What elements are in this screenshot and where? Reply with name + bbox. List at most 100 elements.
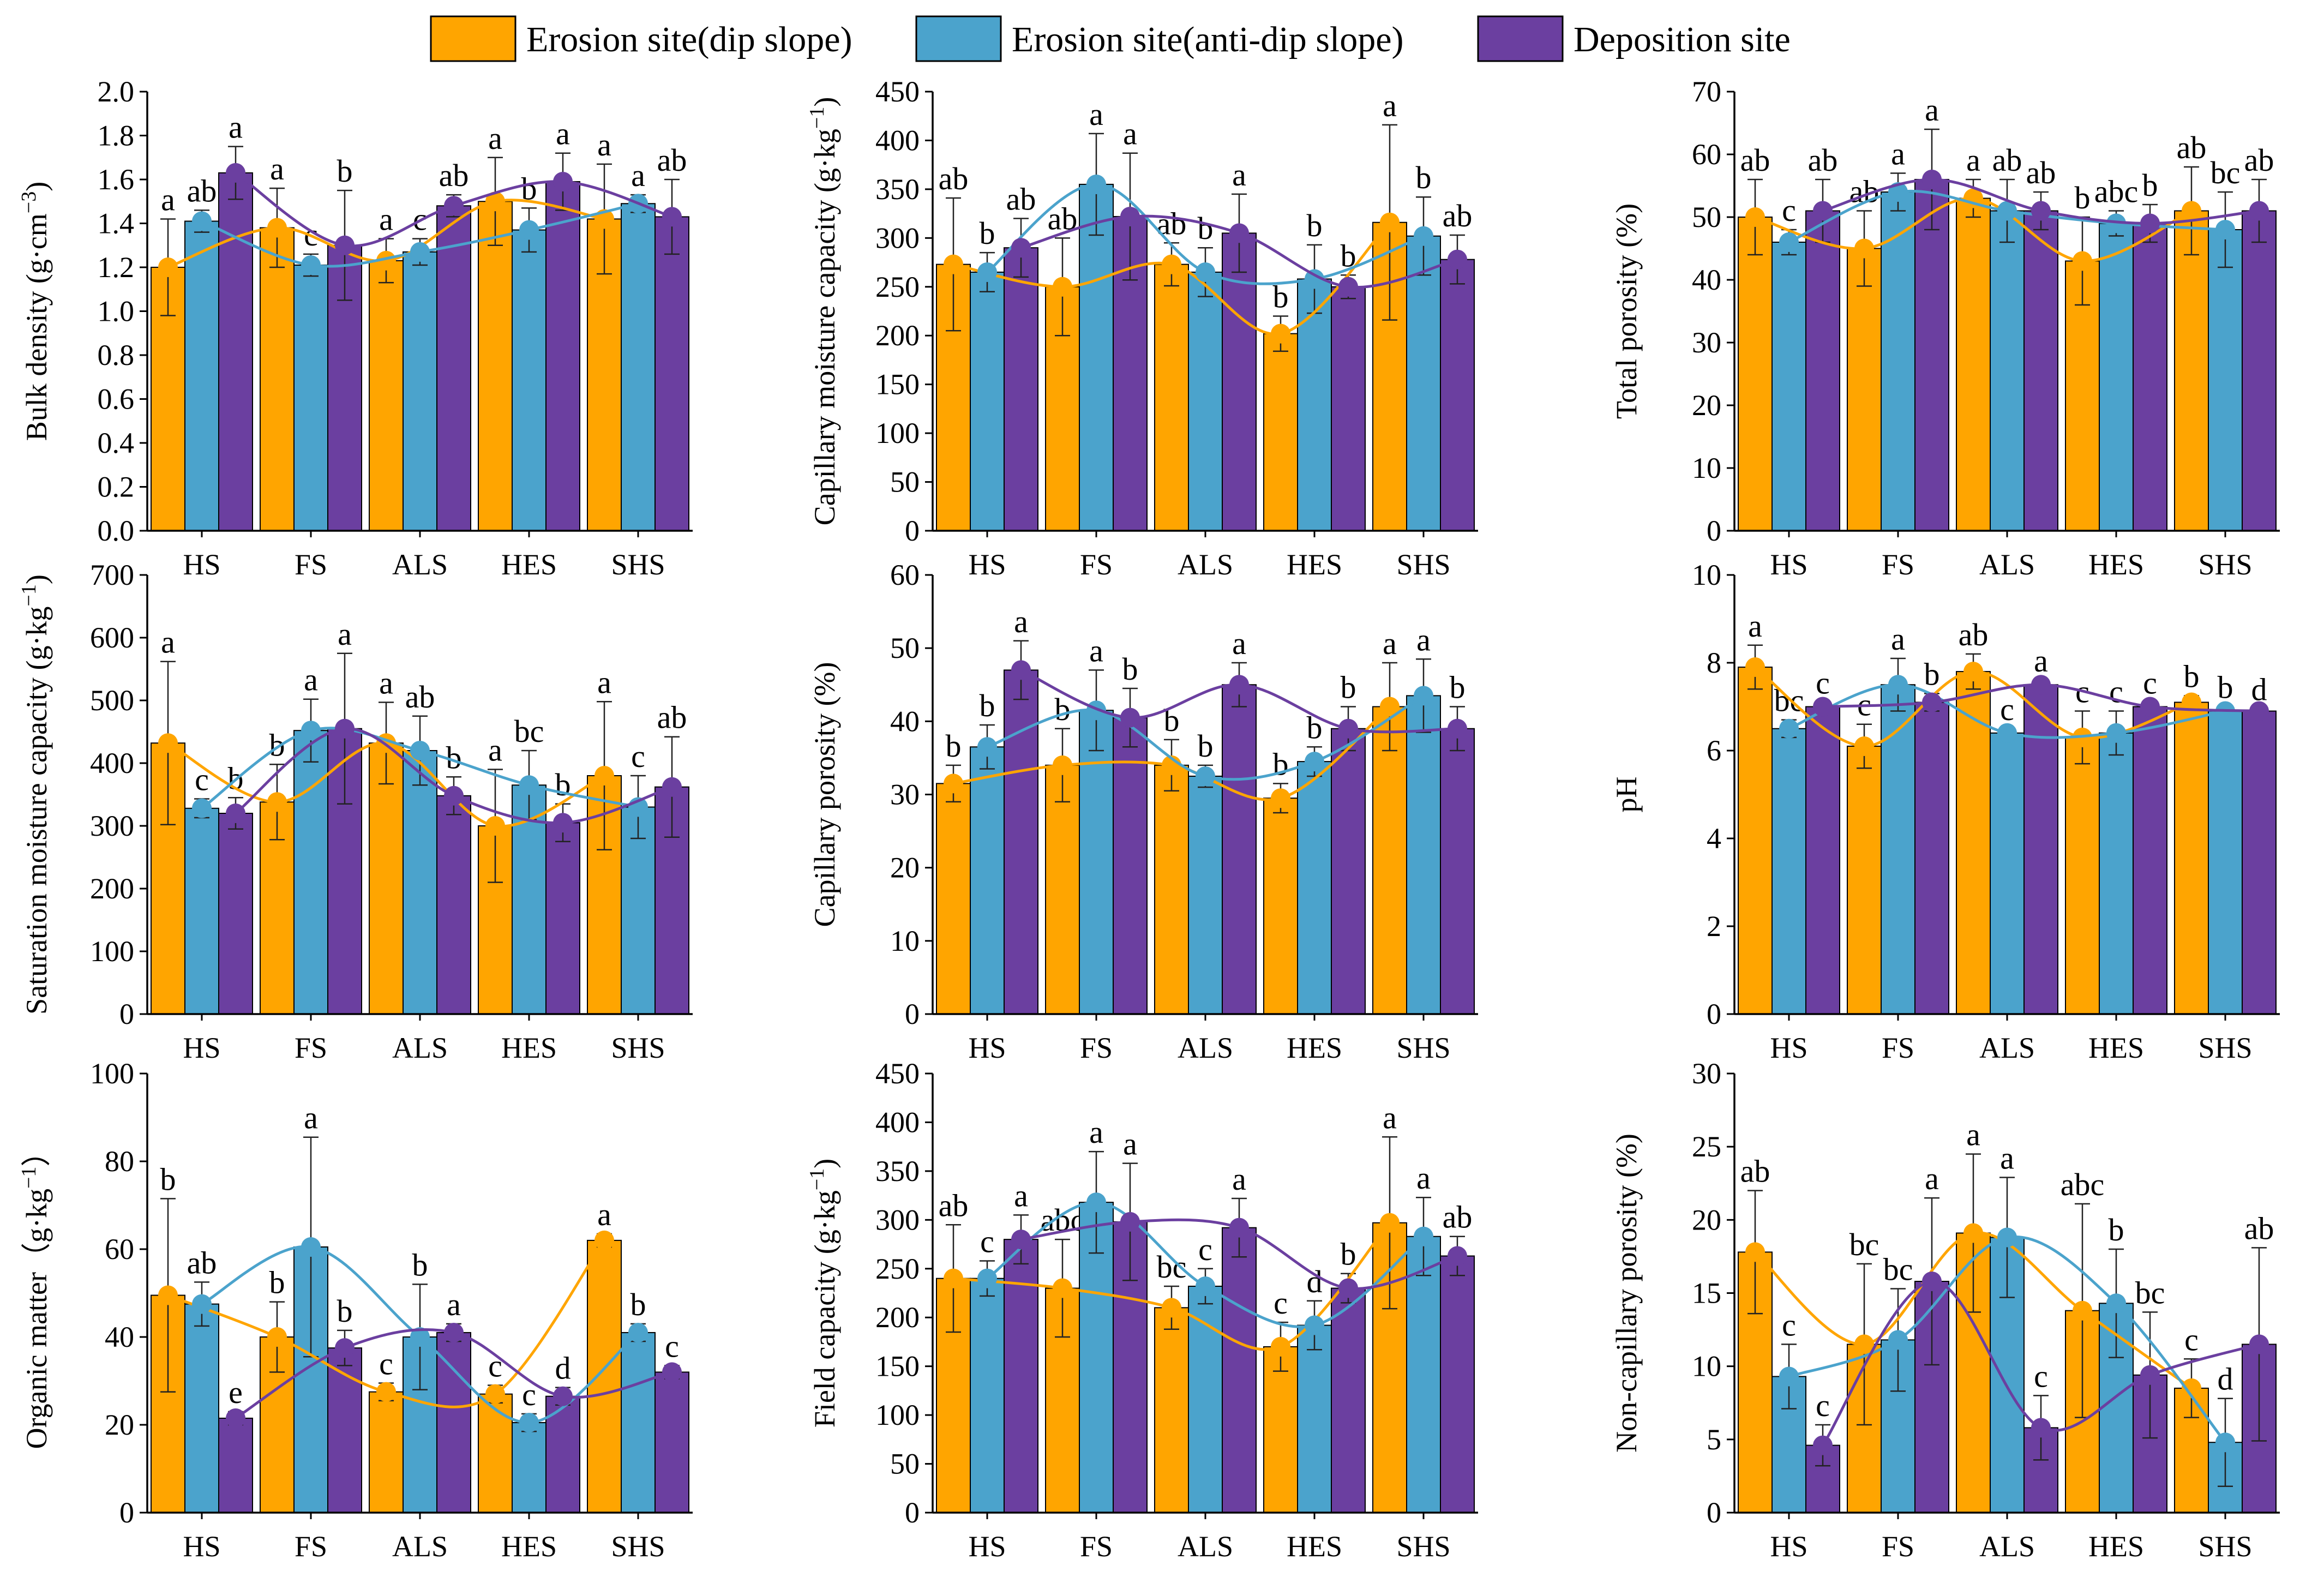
bar <box>2208 229 2243 531</box>
data-point <box>1997 201 2017 221</box>
y-tick-label: 250 <box>875 271 920 303</box>
significance-letter: a <box>2000 1141 2014 1176</box>
significance-letter: c <box>2000 692 2014 727</box>
x-tick-label: SHS <box>2198 1032 2252 1064</box>
data-point <box>1196 262 1215 282</box>
bar <box>654 216 689 531</box>
x-tick-label: ALS <box>392 548 448 581</box>
data-point <box>1745 1242 1765 1262</box>
y-axis-label: pH <box>1610 777 1643 813</box>
y-tick-label: 0 <box>119 998 134 1030</box>
data-point <box>944 254 963 274</box>
x-tick-label: HES <box>501 548 557 581</box>
bar <box>369 742 404 1015</box>
y-tick-label: 350 <box>875 173 920 206</box>
significance-letter: b <box>1273 279 1289 314</box>
significance-letter: abc <box>2061 1167 2105 1202</box>
x-tick-label: HES <box>1287 548 1342 581</box>
significance-letter: d <box>555 1351 571 1386</box>
significance-letter: a <box>379 665 393 700</box>
y-tick-label: 15 <box>1692 1277 1721 1310</box>
data-point <box>1888 675 1908 695</box>
bar <box>1990 732 2025 1015</box>
significance-letter: b <box>1307 208 1323 243</box>
y-tick-label: 20 <box>105 1408 134 1441</box>
bar <box>1263 798 1298 1015</box>
data-point <box>267 218 287 238</box>
y-tick-label: 350 <box>875 1155 920 1188</box>
data-point <box>553 172 573 192</box>
data-point <box>1338 1278 1358 1298</box>
significance-letter: a <box>631 158 645 193</box>
y-tick-label: 100 <box>875 1399 920 1431</box>
significance-letter: b <box>1198 728 1214 764</box>
data-point <box>267 1327 287 1347</box>
significance-letter: a <box>1966 1117 1980 1153</box>
y-tick-label: 4 <box>1707 822 1721 855</box>
significance-letter: ab <box>1959 617 1989 652</box>
significance-letter: a <box>556 116 570 152</box>
data-point <box>662 1362 682 1382</box>
significance-letter: c <box>1198 1232 1212 1267</box>
significance-letter: b <box>160 1161 176 1197</box>
data-point <box>1338 718 1358 739</box>
bar <box>1045 764 1080 1015</box>
bar <box>1956 197 1991 531</box>
y-axis-label-main: pH <box>1610 777 1643 813</box>
data-point <box>226 804 245 823</box>
y-tick-label: 0.4 <box>98 427 135 459</box>
significance-letter: a <box>597 127 611 163</box>
data-point <box>594 1230 614 1250</box>
bar <box>1004 247 1038 531</box>
x-tick-label: FS <box>1080 548 1113 581</box>
y-tick-label: 0.8 <box>98 339 135 371</box>
significance-letter: c <box>2184 1322 2199 1357</box>
significance-letter: a <box>2034 643 2048 679</box>
y-axis-label: Capillary moisture capacity (g·kg−1) <box>806 97 841 526</box>
bar <box>621 1332 656 1513</box>
x-tick-label: SHS <box>1396 548 1450 581</box>
significance-letter: ab <box>1808 142 1838 178</box>
data-point <box>1813 201 1833 221</box>
bar <box>218 1417 253 1514</box>
significance-letter: a <box>1416 1160 1431 1196</box>
data-point <box>1011 660 1031 680</box>
significance-letter: a <box>304 1100 318 1136</box>
y-tick-label: 40 <box>890 705 920 737</box>
y-tick-label: 6 <box>1707 734 1721 767</box>
y-tick-label: 250 <box>875 1252 920 1285</box>
data-point <box>1922 170 1942 189</box>
significance-letter: ab <box>2244 1210 2274 1246</box>
significance-letter: b <box>2075 180 2091 215</box>
y-tick-label: 8 <box>1707 646 1721 679</box>
y-axis-label-sup: −1 <box>17 584 40 606</box>
bar <box>1881 684 1915 1015</box>
x-tick-label: HES <box>2088 1032 2144 1064</box>
y-tick-label: 70 <box>1692 75 1721 108</box>
significance-letter: a <box>1123 1126 1137 1162</box>
data-point <box>1854 736 1874 756</box>
bar <box>1771 728 1806 1015</box>
y-axis-label-main: Capillary moisture capacity (g·kg <box>808 129 841 525</box>
bar <box>1297 1324 1332 1514</box>
bar <box>2208 710 2243 1015</box>
significance-letter: b <box>412 1247 428 1282</box>
bar <box>1440 728 1475 1015</box>
y-tick-label: 40 <box>1692 263 1721 296</box>
significance-letter: ab <box>405 679 435 715</box>
significance-letter: b <box>2218 670 2233 705</box>
bar <box>1188 1285 1223 1513</box>
data-point <box>1120 707 1140 728</box>
data-point <box>444 785 464 806</box>
y-tick-label: 300 <box>875 221 920 254</box>
significance-letter: a <box>304 662 318 698</box>
bar <box>218 172 253 531</box>
bar <box>1956 671 1991 1015</box>
data-point <box>1380 212 1400 232</box>
significance-letter: b <box>2142 167 2158 203</box>
bar <box>1440 1255 1475 1513</box>
y-tick-label: 2.0 <box>98 75 135 108</box>
bar <box>2133 223 2167 531</box>
x-tick-label: HS <box>183 1032 220 1064</box>
